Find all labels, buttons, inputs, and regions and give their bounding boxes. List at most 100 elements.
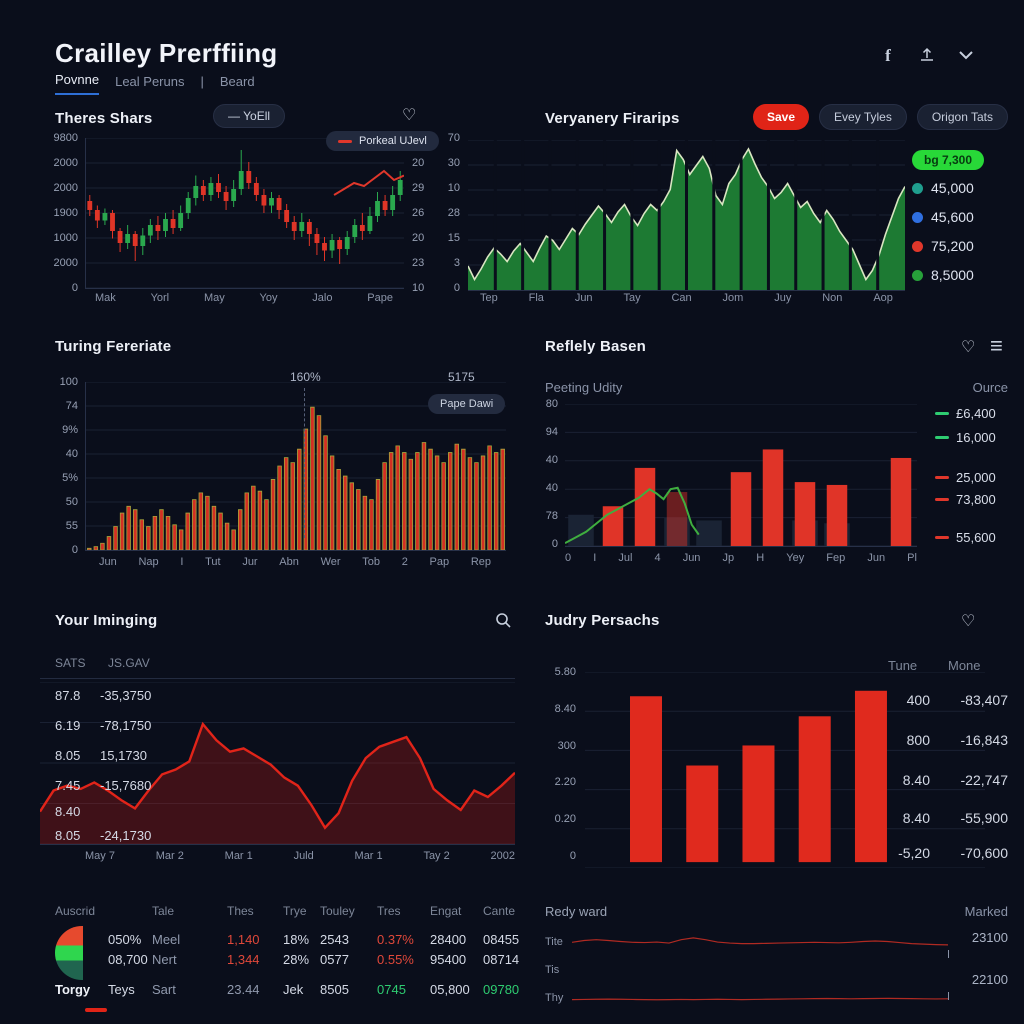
- panel1-filter-pill[interactable]: — YoEll: [213, 104, 286, 128]
- panel1-x-axis: Mak Yorl May Yoy Jalo Pape: [95, 292, 393, 304]
- panel4-legend-2: 16,000: [935, 430, 996, 445]
- col-header-cante: Cante: [483, 904, 516, 918]
- red-bars-chart: [85, 382, 506, 551]
- table-cell: 0745: [377, 982, 406, 997]
- table-cell: 2543: [320, 932, 349, 947]
- table-cell: -15,7680: [100, 778, 152, 793]
- panel8-right-header: Marked: [964, 904, 1008, 919]
- table-cell: 6.19: [55, 718, 81, 733]
- panel4-legend-4: 73,800: [935, 492, 996, 507]
- spark-value: 22100: [971, 972, 1008, 987]
- panel3-x-axis: Jun Nap I Tut Jur Abn Wer Tob 2 Pap Rep: [99, 556, 491, 568]
- table-cell: 1,140: [227, 932, 260, 947]
- pie-label: Torgy: [55, 982, 91, 997]
- col-header-auscrid: Auscrid: [55, 904, 96, 918]
- page-title: Crailley Prerffiing: [55, 38, 278, 68]
- panel6-col2-header: Mone: [948, 658, 981, 673]
- spark-row-label: Thy: [545, 992, 564, 1004]
- red-line-chart: [40, 682, 515, 845]
- panel5-col2-header: JS.GAV: [108, 656, 150, 670]
- spark-row-label: Tis: [545, 964, 560, 976]
- red-line-swatch: [338, 139, 352, 143]
- col-header-engat: Engat: [430, 904, 462, 918]
- panel4-legend-1: £6,400: [935, 406, 996, 421]
- table-cell: 23.44: [227, 982, 260, 997]
- tab-leal-peruns[interactable]: Leal Peruns: [115, 74, 185, 89]
- menu-icon[interactable]: ≡: [990, 333, 1003, 358]
- col-header-thes: Thes: [227, 904, 254, 918]
- table-cell: 8.05: [55, 748, 81, 763]
- panel4-favorite-icon[interactable]: ♡: [961, 339, 976, 356]
- table-cell: 08714: [483, 952, 520, 967]
- panel1-y-axis-left: 9800 2000 2000 1900 1000 2000 0: [53, 132, 78, 294]
- table-cell: 0.55%: [377, 952, 414, 967]
- col-header-tres: Tres: [377, 904, 401, 918]
- table-cell: 28400: [430, 932, 467, 947]
- table-cell: 15,1730: [100, 748, 147, 763]
- panel4-legend-5: 55,600: [935, 530, 996, 545]
- table-cell: -22,747: [960, 772, 1008, 788]
- table-cell: 0577: [320, 952, 349, 967]
- table-cell: -5,20: [898, 845, 930, 861]
- col-header-touley: Touley: [320, 904, 355, 918]
- panel3-annotation: 160%: [290, 370, 321, 384]
- tab-povnne[interactable]: Povnne: [55, 72, 100, 95]
- panel2-x-axis: Tep Fla Jun Tay Can Jom Juy Non Aop: [480, 292, 893, 304]
- table-cell: 18%: [283, 932, 310, 947]
- table-cell: 800: [906, 732, 930, 748]
- table-cell: 400: [906, 692, 930, 708]
- table-cell: -16,843: [960, 732, 1008, 748]
- table-cell: 8505: [320, 982, 349, 997]
- save-button[interactable]: Save: [753, 104, 810, 130]
- chevron-down-icon[interactable]: [957, 50, 975, 62]
- bars-line-chart: [565, 404, 917, 547]
- panel4-y-axis: 80 94 40 40 78 0: [545, 398, 558, 550]
- panel6-favorite-icon[interactable]: ♡: [961, 613, 976, 630]
- table-cell: 8.40: [902, 772, 930, 788]
- table-cell: 87.8: [55, 688, 81, 703]
- upload-icon[interactable]: [918, 46, 936, 64]
- table-cell: Sart: [152, 982, 176, 997]
- search-icon[interactable]: [495, 612, 512, 629]
- table-cell: -83,407: [960, 692, 1008, 708]
- table-cell: -55,900: [960, 810, 1008, 826]
- panel5-x-axis: May 7 Mar 2 Mar 1 Juld Mar 1 Tay 2 2002: [85, 850, 515, 862]
- tick-mark: [948, 992, 949, 1000]
- panel1-favorite-icon[interactable]: ♡: [402, 107, 417, 124]
- teal-dot: [912, 182, 923, 194]
- table-cell: Teys: [108, 982, 135, 997]
- facebook-icon[interactable]: f: [885, 46, 891, 65]
- panel5-title: Your Iminging: [55, 612, 158, 629]
- table-cell: Meel: [152, 932, 181, 947]
- table-cell: 1,344: [227, 952, 260, 967]
- table-cell: 28%: [283, 952, 310, 967]
- table-cell: Nert: [152, 952, 177, 967]
- green-area-chart: [468, 140, 905, 291]
- table-cell: 8.40: [55, 804, 81, 819]
- evey-tyles-button[interactable]: Evey Tyles: [819, 104, 907, 130]
- panel4-legend-3: 25,000: [935, 470, 996, 485]
- green-dot: [912, 269, 923, 281]
- panel2-legend: 45,000 45,600 75,200 8,5000: [912, 180, 974, 283]
- table-cell: 08,700: [108, 952, 148, 967]
- red-bar-chart: [585, 672, 985, 868]
- panel1-title: Theres Shars: [55, 110, 153, 127]
- table-cell: 8.05: [55, 828, 81, 843]
- sparkline-tite: [572, 928, 948, 954]
- origon-tats-button[interactable]: Origon Tats: [916, 104, 1008, 130]
- panel3-y-axis: 100 74 9% 40 5% 50 55 0: [59, 376, 78, 556]
- panel4-sub-right: Ource: [972, 380, 1008, 395]
- panel8-title: Redy ward: [545, 904, 608, 919]
- table-cell: -78,1750: [100, 718, 152, 733]
- table-cell: -70,600: [960, 845, 1008, 861]
- tab-beard[interactable]: Beard: [219, 74, 255, 89]
- table-cell: -35,3750: [100, 688, 152, 703]
- spark-value: 23100: [971, 930, 1008, 945]
- nav-tabs: Povnne Leal Peruns | Beard: [55, 72, 255, 95]
- allocation-pie-chart: [55, 926, 83, 980]
- tick-mark: [948, 950, 949, 958]
- panel4-title: Reflely Basen: [545, 338, 646, 355]
- table-cell: 050%: [108, 932, 142, 947]
- panel6-title: Judry Persachs: [545, 612, 660, 629]
